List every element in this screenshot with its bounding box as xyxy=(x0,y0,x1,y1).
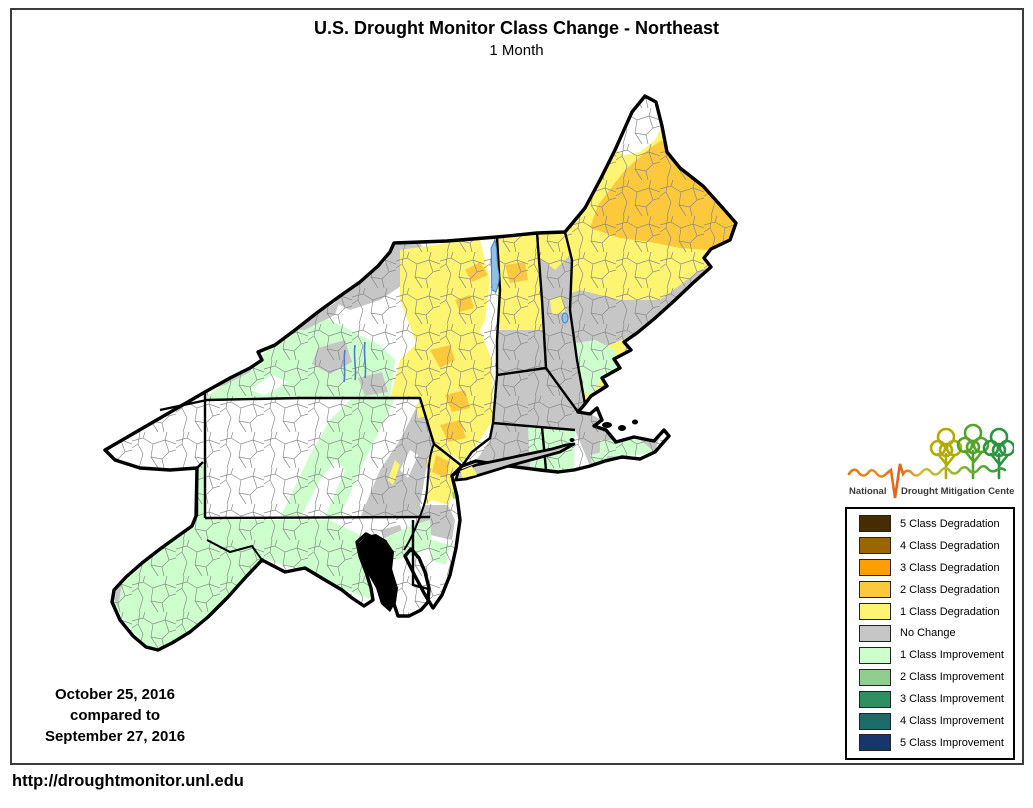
finger-lakes xyxy=(343,341,367,383)
legend-swatch-1-class-improvement xyxy=(859,646,891,664)
legend-row: 4 Class Degradation xyxy=(847,536,1013,556)
class-change-legend: 5 Class Degradation 4 Class Degradation … xyxy=(845,507,1015,760)
lake-champlain xyxy=(490,238,500,293)
legend-label: 2 Class Improvement xyxy=(900,671,1004,684)
legend-label: No Change xyxy=(900,627,956,640)
ndmc-logo: National Drought Mitigation Center xyxy=(846,420,1018,502)
lakes xyxy=(343,238,569,383)
legend-row: 5 Class Improvement xyxy=(847,733,1013,753)
date-current: October 25, 2016 xyxy=(54,686,176,703)
legend-row: 5 Class Degradation xyxy=(847,514,1013,534)
droughtmonitor-url: http://droughtmonitor.unl.edu xyxy=(12,772,244,790)
legend-swatch-2-class-degradation xyxy=(859,581,891,599)
legend-swatch-4-class-improvement xyxy=(859,712,891,730)
legend-row: 2 Class Improvement xyxy=(847,667,1013,687)
page-title: U.S. Drought Monitor Class Change - Nort… xyxy=(313,18,720,38)
legend-label: 1 Class Degradation xyxy=(900,605,1000,618)
legend-swatch-5-class-improvement xyxy=(859,734,891,752)
delaware-river xyxy=(403,443,435,551)
legend-row: 4 Class Improvement xyxy=(847,711,1013,731)
coastline xyxy=(103,94,738,652)
date-compared-label: compared to xyxy=(69,707,160,724)
legend-swatch-3-class-degradation xyxy=(859,559,891,577)
logo-text-national: National xyxy=(849,486,886,497)
county-boundaries-texture xyxy=(105,96,736,650)
ndmc-logo-graphic: National Drought Mitigation Center xyxy=(847,423,1018,499)
legend-label: 3 Class Degradation xyxy=(900,561,1000,574)
chesapeake-bay xyxy=(357,534,398,612)
legend-row: 3 Class Degradation xyxy=(847,558,1013,578)
logo-trees-icon xyxy=(929,423,1016,480)
legend-row: 1 Class Improvement xyxy=(847,645,1013,665)
legend-label: 1 Class Improvement xyxy=(900,649,1004,662)
page-subtitle: 1 Month xyxy=(489,42,544,59)
legend-label: 4 Class Degradation xyxy=(900,539,1000,552)
legend-row: 2 Class Degradation xyxy=(847,580,1013,600)
nh-lake xyxy=(561,312,569,324)
legend-row: 1 Class Degradation xyxy=(847,602,1013,622)
long-island xyxy=(454,442,576,482)
legend-row: 3 Class Improvement xyxy=(847,689,1013,709)
legend-row: No Change xyxy=(847,623,1013,643)
legend-label: 4 Class Improvement xyxy=(900,715,1004,728)
legend-swatch-5-class-degradation xyxy=(859,515,891,533)
legend-label: 5 Class Degradation xyxy=(900,517,1000,530)
legend-swatch-4-class-degradation xyxy=(859,537,891,555)
legend-swatch-1-class-degradation xyxy=(859,603,891,621)
legend-label: 3 Class Improvement xyxy=(900,693,1004,706)
date-comparison-note: October 25, 2016 compared to September 2… xyxy=(20,684,210,747)
legend-label: 5 Class Improvement xyxy=(900,736,1004,749)
date-previous: September 27, 2016 xyxy=(44,728,186,745)
logo-heartbeat-wave-icon xyxy=(847,463,1007,499)
legend-swatch-no-change xyxy=(859,624,891,642)
offshore-islands xyxy=(569,419,638,442)
legend-label: 2 Class Degradation xyxy=(900,583,1000,596)
legend-swatch-3-class-improvement xyxy=(859,690,891,708)
logo-text-dmc: Drought Mitigation Center xyxy=(901,486,1014,497)
legend-swatch-2-class-improvement xyxy=(859,668,891,686)
